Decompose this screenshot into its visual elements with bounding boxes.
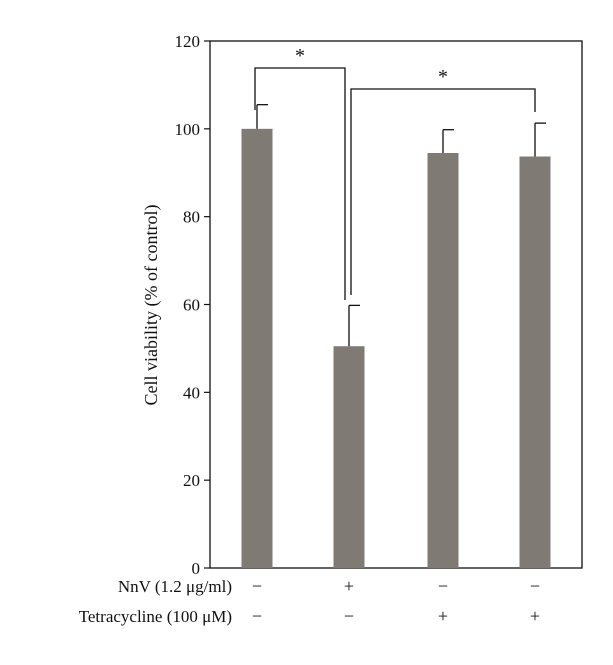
bar [333,346,365,568]
significance-star: * [295,45,305,67]
condition-sign: + [438,606,448,626]
condition-sign: − [252,576,262,596]
significance-bracket [350,88,536,295]
y-tick-label: 40 [183,383,200,402]
condition-sign: − [438,576,448,596]
bar [519,156,551,568]
condition-sign: − [530,576,540,596]
significance-star: * [438,66,448,88]
y-tick-label: 60 [183,296,200,315]
y-tick-label: 80 [183,208,200,227]
bar [427,152,459,569]
condition-sign: − [252,606,262,626]
y-tick-label: 0 [192,559,201,578]
y-tick-label: 20 [183,471,200,490]
condition-sign: + [344,576,354,596]
condition-sign: + [530,606,540,626]
condition-row-label: Tetracycline (100 μM) [79,607,232,626]
y-tick-label: 100 [175,120,201,139]
bar [241,128,273,569]
y-axis-label: Cell viability (% of control) [141,205,162,406]
condition-sign: − [344,606,354,626]
y-tick-label: 120 [175,32,201,51]
significance-bracket [254,67,346,300]
condition-row-label: NnV (1.2 μg/ml) [118,577,232,596]
